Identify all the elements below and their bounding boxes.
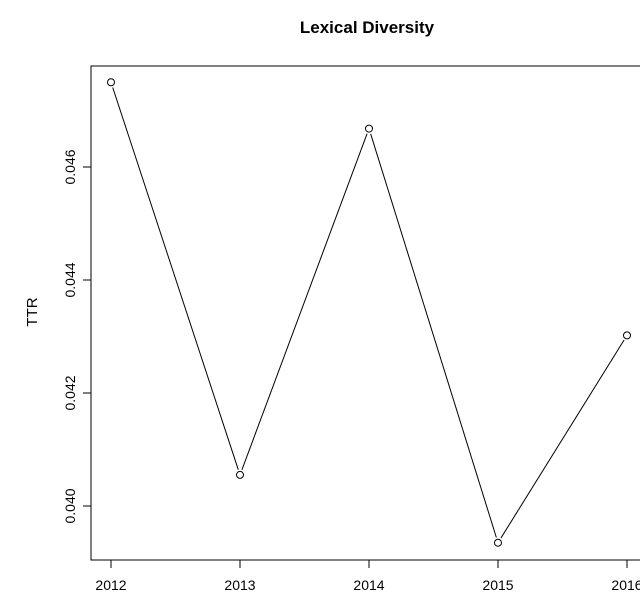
series-line-segment <box>370 133 497 538</box>
y-tick-label: 0.044 <box>62 262 78 297</box>
data-point <box>236 470 244 479</box>
series-line-segment <box>500 339 625 539</box>
y-axis: 0.040 0.042 0.044 0.046 <box>62 149 92 524</box>
x-tick-label: 2013 <box>224 577 255 593</box>
plot-frame <box>90 65 640 561</box>
x-axis: 2012 2013 2014 2015 2016 <box>95 559 640 593</box>
x-tick-label: 2012 <box>95 577 126 593</box>
y-tick-label: 0.046 <box>62 149 78 184</box>
chart-title: Lexical Diversity <box>300 18 435 37</box>
y-tick-label: 0.042 <box>62 375 78 410</box>
x-tick-label: 2016 <box>611 577 640 593</box>
data-point <box>365 124 373 133</box>
y-axis-label: TTR <box>24 297 41 326</box>
data-points <box>107 78 631 547</box>
series-line-segment <box>112 87 239 470</box>
data-point <box>107 78 115 87</box>
y-tick-label: 0.040 <box>62 488 78 523</box>
series-line-group <box>112 87 625 539</box>
data-point <box>623 331 631 340</box>
x-tick-label: 2014 <box>353 577 384 593</box>
x-tick-label: 2015 <box>482 577 513 593</box>
data-point <box>494 538 502 547</box>
series-line-segment <box>241 133 368 470</box>
